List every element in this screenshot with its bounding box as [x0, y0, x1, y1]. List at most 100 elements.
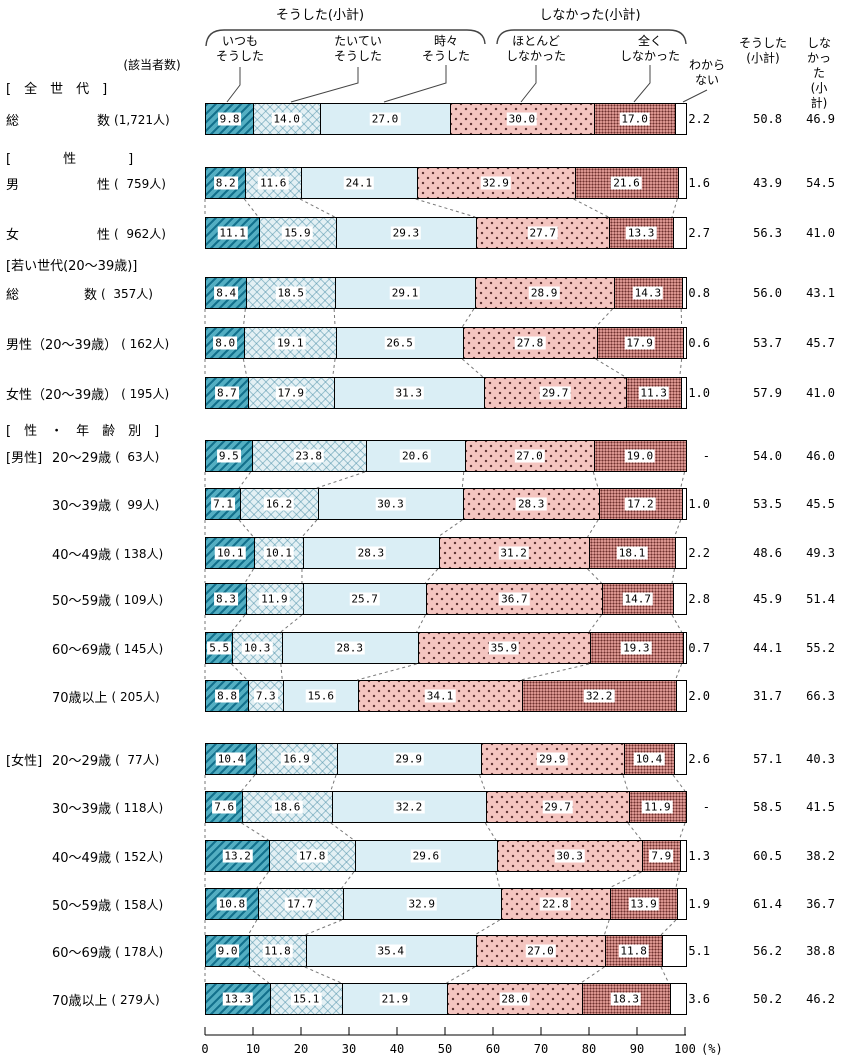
dont-know-value: 1.6: [688, 176, 710, 190]
connector-line: [671, 198, 678, 218]
stacked-bar: 8.3 11.9 25.7 36.7 14.7: [205, 583, 687, 615]
segment-value: 8.3: [213, 592, 238, 606]
segment-value: 10.4: [633, 752, 665, 766]
row-label-name: 女 性: [6, 227, 111, 243]
did-subtotal-value: 43.9: [753, 176, 782, 190]
segment-value: 7.3: [253, 689, 278, 703]
table-row: 40〜49歳( 138人) 10.1 10.1 28.3 31.2 18.1 2.2 48.6…: [0, 537, 849, 569]
did-subtotal-value: 56.0: [753, 286, 782, 300]
bar-segment-わからない: [682, 633, 686, 663]
segment-value: 35.9: [488, 641, 520, 655]
stacked-bar: 7.6 18.6 32.2 29.7 11.9: [205, 791, 687, 823]
did-subtotal-value: 53.7: [753, 336, 782, 350]
dont-know-value: 0.8: [688, 286, 710, 300]
didnt-subtotal-value: 49.3: [806, 546, 835, 560]
connector-line: [238, 519, 254, 538]
connector-line: [603, 919, 610, 936]
row-label-count: ( 118人): [115, 800, 164, 815]
table-row: 総 数 (1,721人) 9.8 14.0 27.0 30.0 17.0 2.2 50.8 46.…: [0, 103, 849, 135]
did-subtotal-value: 50.8: [753, 112, 782, 126]
connector-line: [280, 663, 283, 681]
row-label-count: ( 178人): [115, 944, 164, 959]
connector-line: [333, 308, 336, 328]
didnt-subtotal-value: 40.3: [806, 752, 835, 766]
segment-value: 10.8: [216, 897, 248, 911]
segment-value: 22.8: [540, 897, 571, 911]
segment-value: 21.9: [379, 992, 411, 1006]
x-axis: [204, 1027, 686, 1036]
segment-value: 28.9: [528, 286, 560, 300]
segment-value: 8.4: [214, 286, 239, 300]
segment-value: 32.9: [480, 176, 511, 190]
did-subtotal-value: 54.0: [753, 449, 782, 463]
table-row: 30〜39歳( 99人) 7.1 16.2 30.3 28.3 17.2 1.0 53.5 45…: [0, 488, 849, 520]
did-subtotal-value: 61.4: [753, 897, 782, 911]
stacked-bar: 8.8 7.3 15.6 34.1 32.2: [205, 680, 687, 712]
dont-know-value: 1.9: [688, 897, 710, 911]
connector-line: [231, 663, 248, 681]
row-label: 男 性( 759人): [6, 167, 166, 199]
didnt-subtotal-value: 45.7: [806, 336, 835, 350]
stacked-bar: 9.8 14.0 27.0 30.0 17.0: [205, 103, 687, 135]
didnt-subtotal-value: 43.1: [806, 286, 835, 300]
stacked-bar: 5.5 10.3 28.3 35.9 19.3: [205, 632, 687, 664]
row-label-count: ( 205人): [111, 689, 160, 704]
segment-value: 32.9: [406, 897, 437, 911]
segment-value: 17.7: [285, 897, 316, 911]
stacked-bar: 10.4 16.9 29.9 29.9 10.4: [205, 743, 687, 775]
row-label-name: 女性（20〜39歳）: [6, 387, 118, 403]
connector-line: [671, 568, 675, 584]
did-subtotal-value: 31.7: [753, 689, 782, 703]
segment-value: 27.0: [369, 112, 401, 126]
bar-segment-わからない: [685, 441, 687, 471]
row-label-prefix: [女性]: [6, 753, 43, 769]
row-label-name: 60〜69歳: [52, 642, 112, 658]
bar-segment-わからない: [682, 278, 686, 308]
segment-value: 11.8: [618, 944, 649, 958]
didnt-subtotal-value: 38.2: [806, 849, 835, 863]
row-label-count: ( 195人): [121, 386, 170, 401]
leader-line-mostly-not: [520, 65, 537, 103]
bar-segment-全くしなかった: [596, 328, 683, 358]
segment-value: 27.0: [525, 944, 556, 958]
connector-line: [680, 471, 686, 489]
segment-value: 24.1: [343, 176, 375, 190]
axis-tick-label: 0: [201, 1042, 209, 1056]
row-label-name: 40〜49歳: [52, 850, 112, 866]
connector-line: [622, 774, 629, 792]
axis-tick-label: 60: [485, 1042, 501, 1056]
bar-segment-わからない: [675, 104, 686, 134]
segment-value: 31.3: [393, 386, 425, 400]
did-subtotal-value: 57.9: [753, 386, 782, 400]
row-label: 40〜49歳( 152人): [6, 840, 163, 872]
dont-know-value: -: [702, 800, 710, 814]
segment-value: 14.7: [622, 592, 653, 606]
row-label-name: 総 数: [6, 287, 98, 303]
row-label: 60〜69歳( 145人): [6, 632, 163, 664]
segment-value: 18.1: [616, 546, 648, 560]
leader-line-dont-know: [682, 89, 708, 103]
segment-value: 14.0: [271, 112, 302, 126]
stacked-bar: 10.8 17.7 32.9 22.8 13.9: [205, 888, 687, 920]
didnt-subtotal-value: 41.0: [806, 386, 835, 400]
row-label-count: ( 962人): [114, 226, 166, 241]
segment-value: 17.2: [625, 497, 656, 511]
row-label: 40〜49歳( 138人): [6, 537, 163, 569]
segment-value: 8.0: [213, 336, 238, 350]
legend-label: いつも そうした: [215, 34, 265, 63]
dont-know-value: 0.6: [688, 336, 710, 350]
connector-line: [256, 871, 269, 889]
table-row: 50〜59歳( 158人) 10.8 17.7 32.9 22.8 13.9 1.9 61.4…: [0, 888, 849, 920]
dont-know-value: 2.2: [688, 546, 710, 560]
legend-label: 時々 そうした: [421, 34, 471, 63]
segment-value: 19.3: [621, 641, 652, 655]
segment-value: 10.1: [263, 546, 294, 560]
dont-know-value: 3.6: [688, 992, 710, 1006]
stacked-bar: 8.2 11.6 24.1 32.9 21.6: [205, 167, 687, 199]
connector-line: [660, 919, 677, 936]
bar-segment-たいていそうした: [257, 889, 343, 919]
bar-segment-わからない: [678, 168, 686, 198]
segment-value: 11.8: [262, 944, 293, 958]
table-row: 50〜59歳( 109人) 8.3 11.9 25.7 36.7 14.7 2.8 45.9 5…: [0, 583, 849, 615]
